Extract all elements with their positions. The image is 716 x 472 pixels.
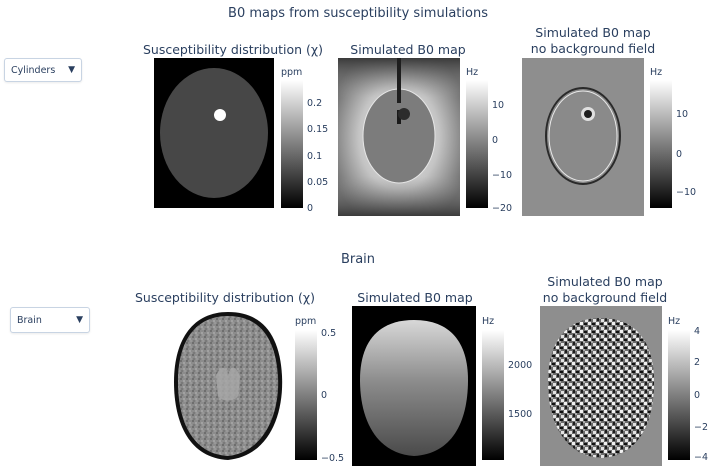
colorbar-tick: −10 (676, 187, 697, 198)
colorbar-tick: 10 (676, 109, 689, 120)
colorbar-tick: 0.5 (321, 328, 337, 339)
colorbar-tick: 0.1 (307, 151, 323, 162)
bottom-nobg-title-line2: no background field (542, 290, 668, 305)
top-nobg-title: Simulated B0 map no background field (498, 25, 688, 57)
colorbar-tick: −10 (492, 170, 513, 181)
top-nobg-title-line1: Simulated B0 map (535, 25, 651, 40)
top-nobg-image (522, 58, 644, 216)
cylinders-dropdown[interactable]: Cylinders ▼ (4, 58, 82, 82)
colorbar-tick: 0.05 (307, 177, 329, 188)
brain-dropdown[interactable]: Brain ▼ (10, 307, 90, 333)
colorbar-tick: −2 (694, 422, 709, 433)
top-susceptibility-image (154, 58, 274, 208)
bottom-colorbar-1 (295, 330, 317, 460)
bottom-b0-title: Simulated B0 map (357, 290, 473, 305)
colorbar-tick: 0.15 (307, 124, 329, 135)
triangle-down-icon: ▼ (76, 315, 83, 325)
colorbar-tick: 0 (694, 390, 701, 401)
colorbar-tick: −0.5 (321, 453, 345, 464)
colorbar-tick: 4 (694, 326, 701, 337)
bottom-figure-title: Brain (340, 252, 376, 267)
colorbar-tick: −4 (694, 452, 709, 463)
colorbar-tick: 0 (492, 135, 499, 146)
top-figure-title: B0 maps from susceptibility simulations (228, 6, 488, 21)
colorbar-tick: 0 (676, 149, 683, 160)
bottom-b0-image (352, 306, 476, 466)
top-colorbar-1 (281, 80, 303, 208)
bottom-colorbar-2-unit: Hz (482, 316, 495, 327)
bottom-colorbar-3-unit: Hz (668, 316, 681, 327)
top-b0-image (338, 58, 460, 216)
top-colorbar-3 (650, 80, 672, 208)
bottom-colorbar-2 (482, 330, 504, 460)
top-colorbar-2-unit: Hz (466, 67, 479, 78)
bottom-susceptibility-image (168, 306, 288, 466)
colorbar-tick: 2 (694, 357, 701, 368)
dropdown-selected-value: Brain (17, 314, 42, 326)
colorbar-tick: 0 (307, 203, 314, 214)
colorbar-tick: 2000 (508, 360, 533, 371)
top-susceptibility-title: Susceptibility distribution (χ) (142, 42, 324, 57)
bottom-colorbar-3 (668, 330, 690, 460)
dropdown-selected-value: Cylinders (11, 64, 56, 76)
bottom-susceptibility-title: Susceptibility distribution (χ) (134, 290, 316, 305)
colorbar-tick: −20 (492, 203, 513, 214)
top-b0-title: Simulated B0 map (350, 42, 466, 57)
colorbar-tick: 1500 (508, 409, 533, 420)
colorbar-tick: 0.2 (307, 98, 323, 109)
top-colorbar-1-unit: ppm (281, 67, 303, 78)
top-colorbar-3-unit: Hz (650, 67, 663, 78)
top-colorbar-2 (466, 80, 488, 208)
top-nobg-title-line2: no background field (530, 41, 656, 56)
bottom-colorbar-1-unit: ppm (295, 316, 317, 327)
bottom-nobg-image (540, 306, 662, 466)
bottom-nobg-title: Simulated B0 map no background field (510, 274, 700, 306)
triangle-down-icon: ▼ (68, 65, 75, 75)
colorbar-tick: 10 (492, 100, 505, 111)
bottom-nobg-title-line1: Simulated B0 map (547, 274, 663, 289)
colorbar-tick: 0 (321, 390, 328, 401)
